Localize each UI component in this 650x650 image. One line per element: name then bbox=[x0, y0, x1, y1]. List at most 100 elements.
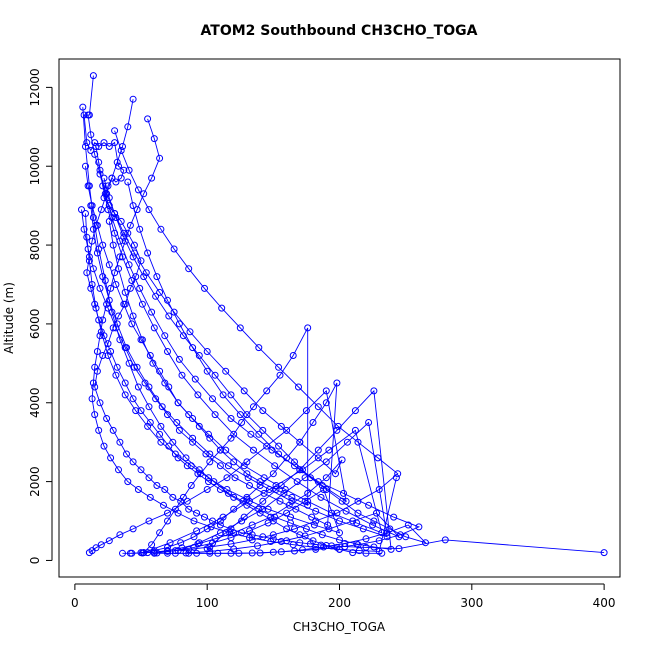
data-point bbox=[288, 493, 296, 501]
data-point bbox=[441, 536, 449, 544]
x-tick-label: 100 bbox=[196, 596, 219, 610]
data-point bbox=[121, 288, 129, 296]
data-point bbox=[205, 478, 212, 486]
data-point bbox=[230, 493, 238, 501]
data-point bbox=[250, 403, 257, 411]
data-point bbox=[134, 486, 142, 493]
data-point bbox=[120, 233, 128, 241]
data-point bbox=[354, 509, 362, 517]
data-point bbox=[277, 482, 285, 489]
data-point bbox=[91, 383, 99, 391]
data-point bbox=[130, 241, 138, 249]
data-point bbox=[340, 489, 347, 497]
data-point bbox=[317, 493, 325, 501]
data-point bbox=[104, 304, 112, 312]
data-point bbox=[287, 513, 294, 521]
data-point bbox=[177, 539, 185, 547]
data-point bbox=[174, 509, 182, 517]
data-point bbox=[169, 438, 177, 446]
data-point bbox=[108, 308, 116, 316]
data-point bbox=[105, 296, 113, 304]
data-point bbox=[150, 324, 158, 332]
series-line-8 bbox=[82, 107, 392, 550]
data-point bbox=[240, 462, 248, 470]
data-point bbox=[92, 143, 100, 150]
data-point bbox=[83, 233, 91, 241]
data-point bbox=[218, 304, 226, 312]
y-tick-label: 0 bbox=[28, 557, 42, 565]
data-point bbox=[124, 123, 132, 131]
data-point bbox=[224, 489, 232, 497]
data-point bbox=[111, 229, 119, 237]
data-point bbox=[116, 336, 124, 344]
data-point bbox=[183, 497, 191, 505]
data-point bbox=[182, 454, 190, 462]
data-point bbox=[96, 170, 104, 178]
data-point bbox=[170, 308, 178, 316]
data-point bbox=[160, 501, 167, 509]
data-point bbox=[150, 135, 158, 143]
data-point bbox=[137, 466, 145, 474]
data-point bbox=[115, 162, 122, 170]
data-point bbox=[349, 549, 357, 557]
series-line-3 bbox=[85, 166, 309, 553]
data-point bbox=[87, 284, 95, 292]
data-point bbox=[119, 549, 126, 557]
chart-title: ATOM2 Southbound CH3CHO_TOGA bbox=[201, 23, 478, 39]
y-tick-label: 8000 bbox=[28, 230, 42, 261]
data-point bbox=[97, 206, 105, 214]
data-point bbox=[263, 387, 271, 395]
data-point bbox=[277, 548, 285, 556]
data-point bbox=[89, 72, 97, 80]
data-point bbox=[415, 523, 423, 531]
data-point bbox=[314, 454, 322, 462]
data-point bbox=[145, 517, 153, 525]
data-point bbox=[239, 497, 247, 505]
data-point bbox=[178, 371, 186, 379]
data-point bbox=[161, 486, 169, 493]
data-point bbox=[238, 529, 246, 537]
data-point bbox=[276, 497, 284, 505]
data-point bbox=[116, 531, 124, 539]
data-point bbox=[80, 111, 88, 119]
data-point bbox=[362, 535, 370, 543]
data-point bbox=[275, 363, 283, 371]
data-point bbox=[230, 430, 238, 438]
data-point bbox=[299, 466, 306, 474]
data-point bbox=[194, 391, 202, 399]
data-point bbox=[171, 547, 179, 555]
data-point bbox=[193, 549, 201, 557]
data-point bbox=[203, 525, 211, 533]
data-point bbox=[89, 379, 97, 387]
data-point bbox=[100, 139, 108, 147]
data-point bbox=[121, 379, 129, 387]
data-point bbox=[121, 391, 129, 399]
data-point bbox=[165, 312, 173, 320]
data-point bbox=[230, 545, 238, 553]
data-point bbox=[190, 543, 198, 551]
data-point bbox=[318, 482, 326, 489]
data-point bbox=[272, 482, 280, 489]
data-point bbox=[283, 426, 291, 434]
data-point bbox=[185, 505, 193, 513]
data-point bbox=[235, 549, 243, 557]
data-point bbox=[336, 517, 343, 525]
data-point bbox=[107, 284, 115, 292]
data-point bbox=[107, 454, 115, 462]
data-point bbox=[105, 217, 113, 225]
data-point bbox=[222, 367, 230, 375]
data-point bbox=[165, 383, 173, 391]
data-point bbox=[291, 458, 298, 466]
data-point bbox=[164, 509, 171, 517]
data-point bbox=[186, 328, 194, 336]
data-point bbox=[132, 273, 140, 281]
series-line-7 bbox=[103, 177, 428, 554]
data-point bbox=[111, 139, 119, 147]
data-point bbox=[291, 525, 298, 533]
data-point bbox=[120, 300, 128, 308]
data-point bbox=[219, 513, 227, 521]
data-point bbox=[338, 497, 346, 505]
data-point bbox=[362, 549, 370, 557]
data-point bbox=[111, 127, 119, 135]
data-point bbox=[205, 430, 212, 438]
